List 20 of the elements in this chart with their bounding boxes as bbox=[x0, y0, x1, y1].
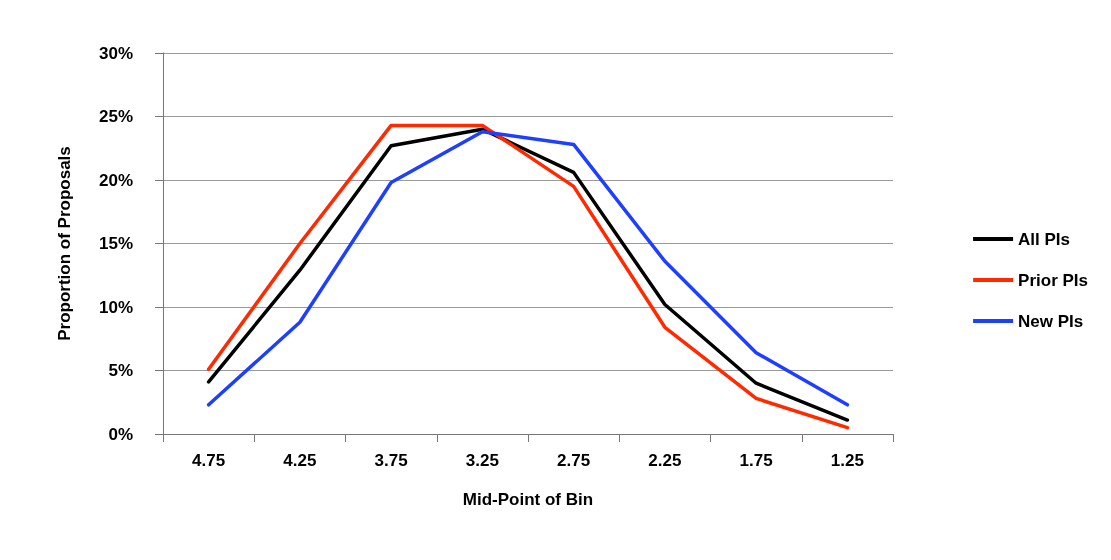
x-tick-label: 3.25 bbox=[465, 451, 499, 470]
x-tick-label: 2.25 bbox=[648, 451, 682, 470]
x-tick-label: 1.75 bbox=[739, 451, 773, 470]
legend-label: All PIs bbox=[1018, 229, 1071, 249]
x-tick-label: 4.75 bbox=[192, 451, 226, 470]
legend-label: Prior PIs bbox=[1018, 270, 1088, 290]
x-tick-label: 1.25 bbox=[830, 451, 864, 470]
y-tick-label: 5% bbox=[108, 361, 133, 380]
y-tick-label: 0% bbox=[108, 424, 133, 444]
x-axis-title: Mid-Point of Bin bbox=[462, 490, 594, 509]
y-tick-label: 15% bbox=[98, 234, 133, 253]
y-tick-label: 20% bbox=[98, 170, 133, 190]
y-tick-label: 10% bbox=[98, 297, 133, 317]
y-tick-label: 30% bbox=[98, 43, 133, 63]
y-tick-label: 25% bbox=[98, 107, 133, 126]
x-tick-label: 2.75 bbox=[557, 451, 591, 470]
y-axis-title: Proportion of Proposals bbox=[55, 146, 74, 341]
legend-label: New PIs bbox=[1018, 311, 1084, 331]
x-tick-label: 4.25 bbox=[283, 451, 317, 470]
x-tick-label: 3.75 bbox=[374, 451, 408, 470]
